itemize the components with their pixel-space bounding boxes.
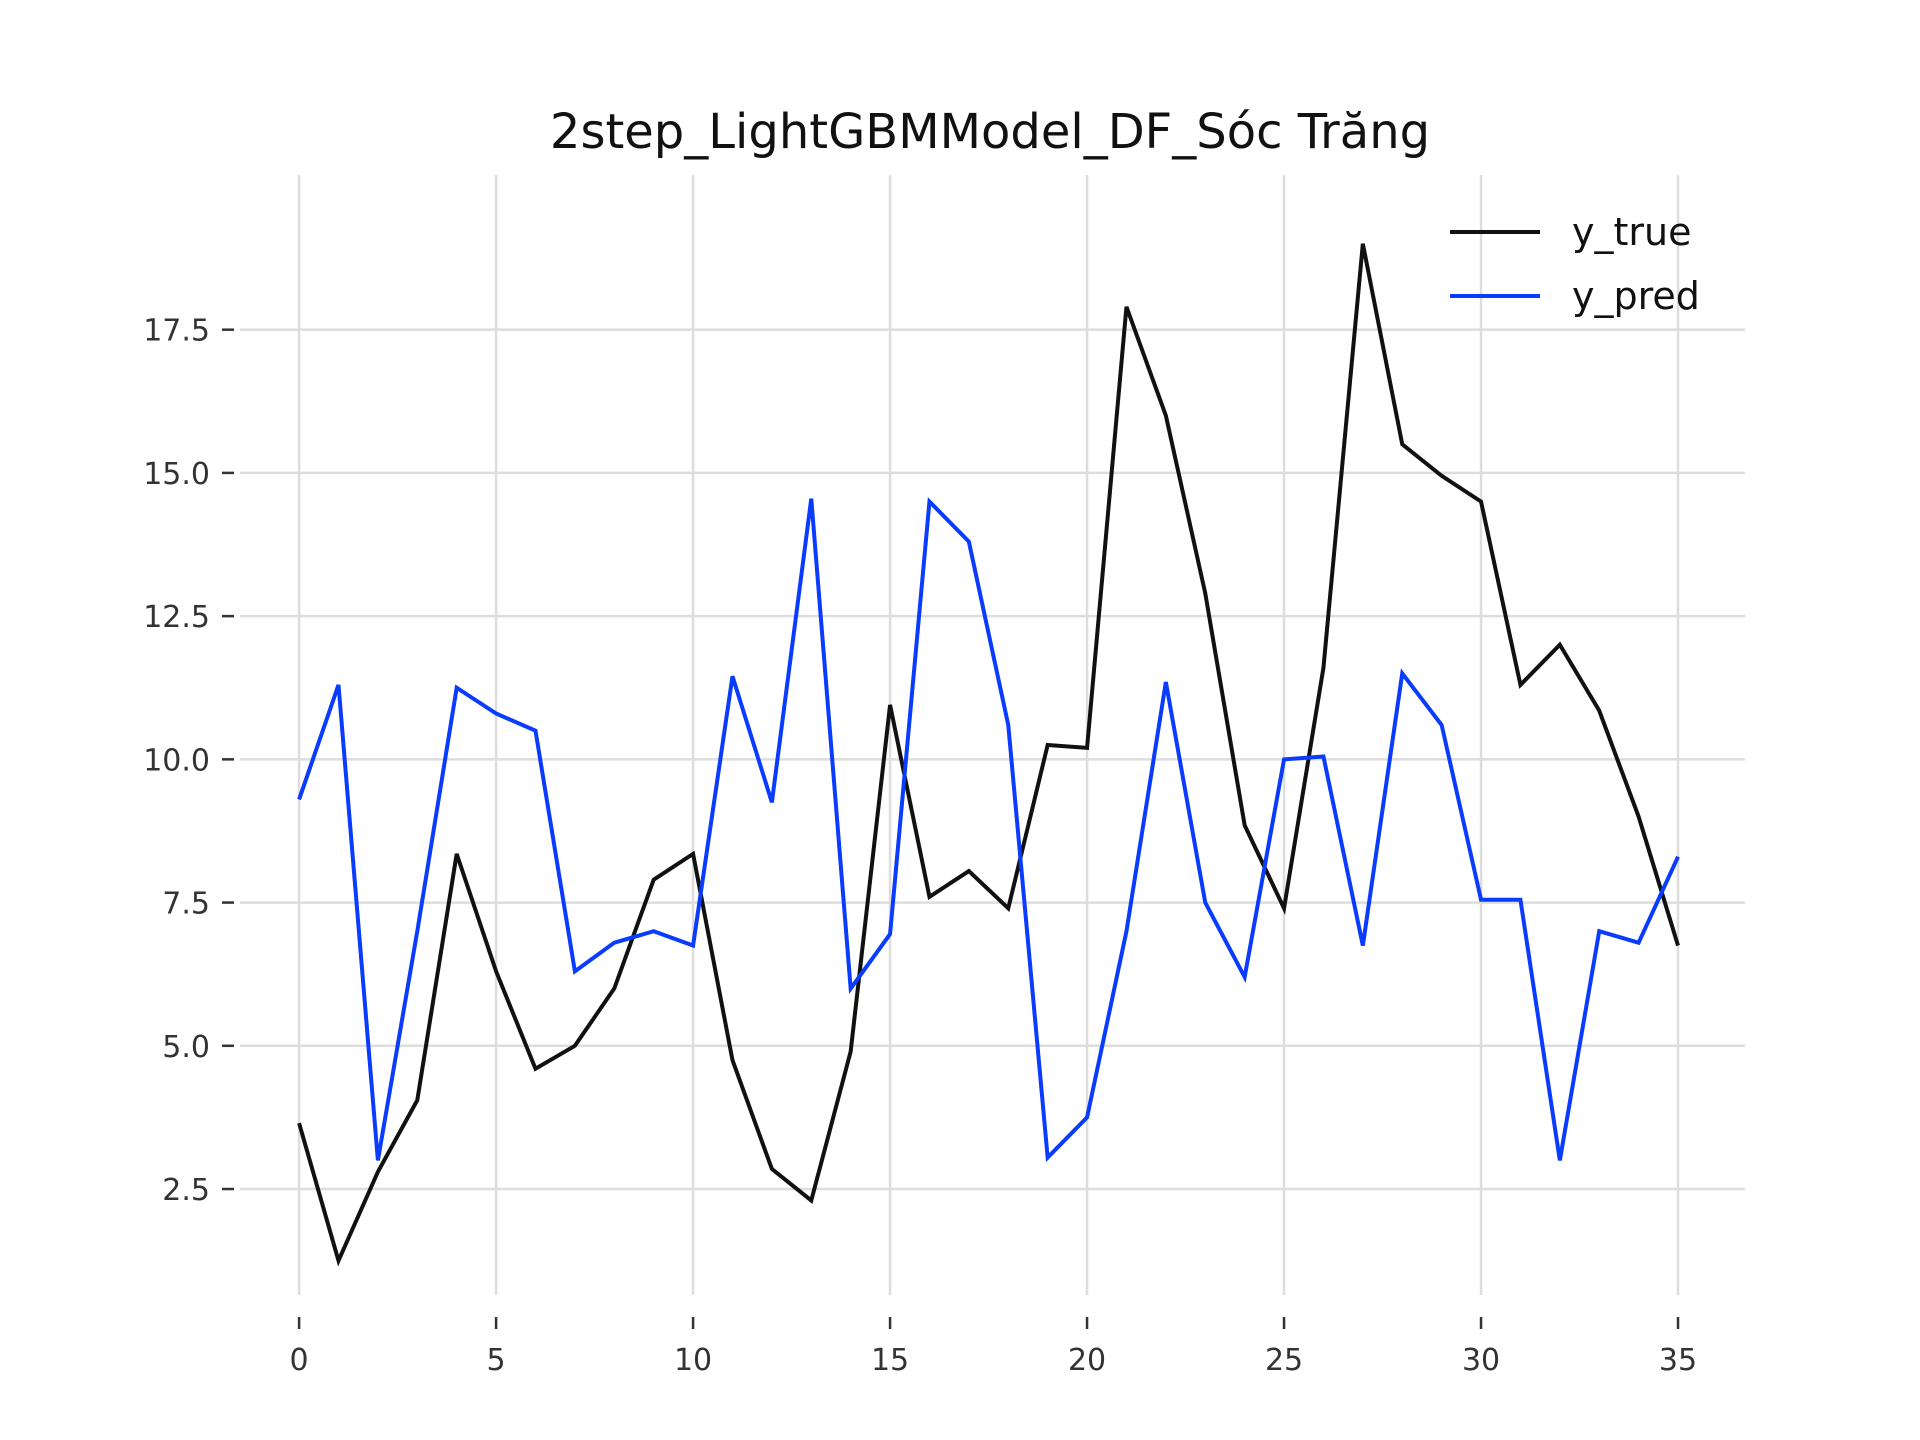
legend: y_true y_pred [1450,210,1700,318]
chart-title: 2step_LightGBMModel_DF_Sóc Trăng [550,104,1430,160]
y-tick-label: 7.5 [162,887,210,922]
y-tick-label: 10.0 [143,743,210,778]
y-tick-label: 15.0 [143,457,210,492]
x-tick-label: 20 [1068,1343,1106,1378]
y-tick-label: 12.5 [143,600,210,635]
x-tick-label: 10 [674,1343,712,1378]
x-tick-label: 0 [290,1343,309,1378]
series-line-y-true [297,243,1680,1267]
x-tick-label: 25 [1265,1343,1303,1378]
series-layer [297,243,1680,1267]
x-tick-label: 35 [1659,1343,1697,1378]
y-tick-label: 2.5 [162,1173,210,1208]
series-line-y-pred [297,497,1680,1162]
legend-label-y-pred: y_pred [1572,274,1700,318]
x-tick-label: 5 [487,1343,506,1378]
grid-layer [240,175,1745,1295]
y-tick-label: 17.5 [143,314,210,349]
x-tick-label: 30 [1462,1343,1500,1378]
x-tick-label: 15 [871,1343,909,1378]
axis-layer: 0 5 10 15 20 25 30 35 2.5 5.0 7.5 10.0 12.5 15.0 17.5 [143,314,1697,1378]
y-tick-label: 5.0 [162,1030,210,1065]
legend-label-y-true: y_true [1572,210,1691,254]
